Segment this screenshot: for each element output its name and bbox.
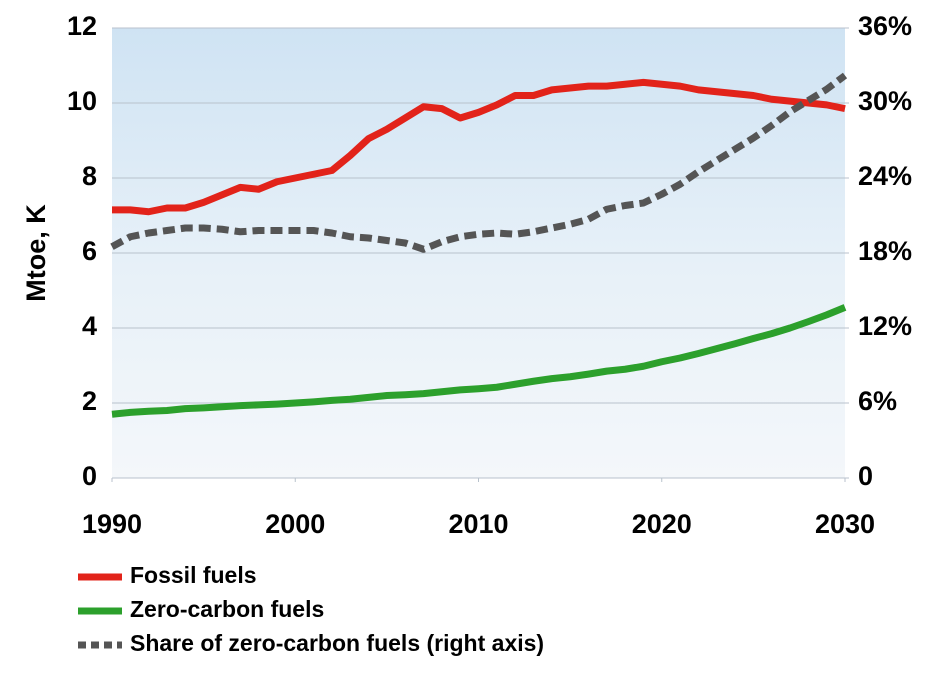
series-line bbox=[112, 78, 846, 216]
y-tick-label: 12 bbox=[67, 11, 97, 41]
y-tick-label: 6 bbox=[82, 236, 97, 266]
y2-tick-label: 36% bbox=[858, 11, 912, 41]
y2-tick-label: 24% bbox=[858, 161, 912, 191]
y-axis-label: Mtoe, K bbox=[21, 204, 51, 302]
y-tick-label: 4 bbox=[82, 311, 97, 341]
y2-tick-label: 0 bbox=[858, 461, 873, 491]
x-tick-label: 2020 bbox=[632, 509, 692, 539]
y-tick-label: 2 bbox=[82, 386, 97, 416]
y-tick-label: 8 bbox=[82, 161, 97, 191]
legend-label: Fossil fuels bbox=[130, 562, 257, 588]
x-tick-label: 1990 bbox=[82, 509, 142, 539]
legend-label: Zero-carbon fuels bbox=[130, 596, 324, 622]
y2-tick-label: 18% bbox=[858, 236, 912, 266]
series-line bbox=[111, 304, 847, 418]
y2-tick-label: 30% bbox=[858, 86, 912, 116]
x-tick-label: 2000 bbox=[265, 509, 325, 539]
series-line bbox=[110, 72, 848, 253]
x-tick-label: 2030 bbox=[815, 509, 875, 539]
y2-tick-label: 6% bbox=[858, 386, 897, 416]
y-tick-label: 0 bbox=[82, 461, 97, 491]
y2-tick-label: 12% bbox=[858, 311, 912, 341]
legend-label: Share of zero-carbon fuels (right axis) bbox=[130, 630, 544, 656]
x-tick-label: 2010 bbox=[448, 509, 508, 539]
y-tick-label: 10 bbox=[67, 86, 97, 116]
